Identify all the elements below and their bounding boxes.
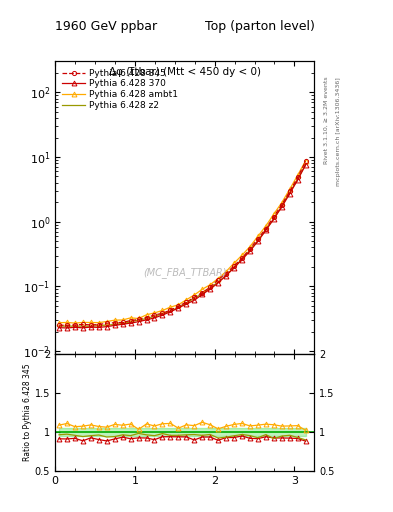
Text: (MC_FBA_TTBAR): (MC_FBA_TTBAR) [143,267,226,278]
Text: mcplots.cern.ch [arXiv:1306.3436]: mcplots.cern.ch [arXiv:1306.3436] [336,77,341,185]
Legend: Pythia 6.428 345, Pythia 6.428 370, Pythia 6.428 ambt1, Pythia 6.428 z2: Pythia 6.428 345, Pythia 6.428 370, Pyth… [59,66,181,113]
Y-axis label: Ratio to Pythia 6.428 345: Ratio to Pythia 6.428 345 [23,364,32,461]
Text: 1960 GeV ppbar: 1960 GeV ppbar [55,20,157,33]
Text: Top (parton level): Top (parton level) [204,20,314,33]
Text: Δφ (t̅tbar) (Mtt < 450 dy < 0): Δφ (t̅tbar) (Mtt < 450 dy < 0) [109,67,261,77]
Text: Rivet 3.1.10, ≥ 3.2M events: Rivet 3.1.10, ≥ 3.2M events [324,77,329,164]
